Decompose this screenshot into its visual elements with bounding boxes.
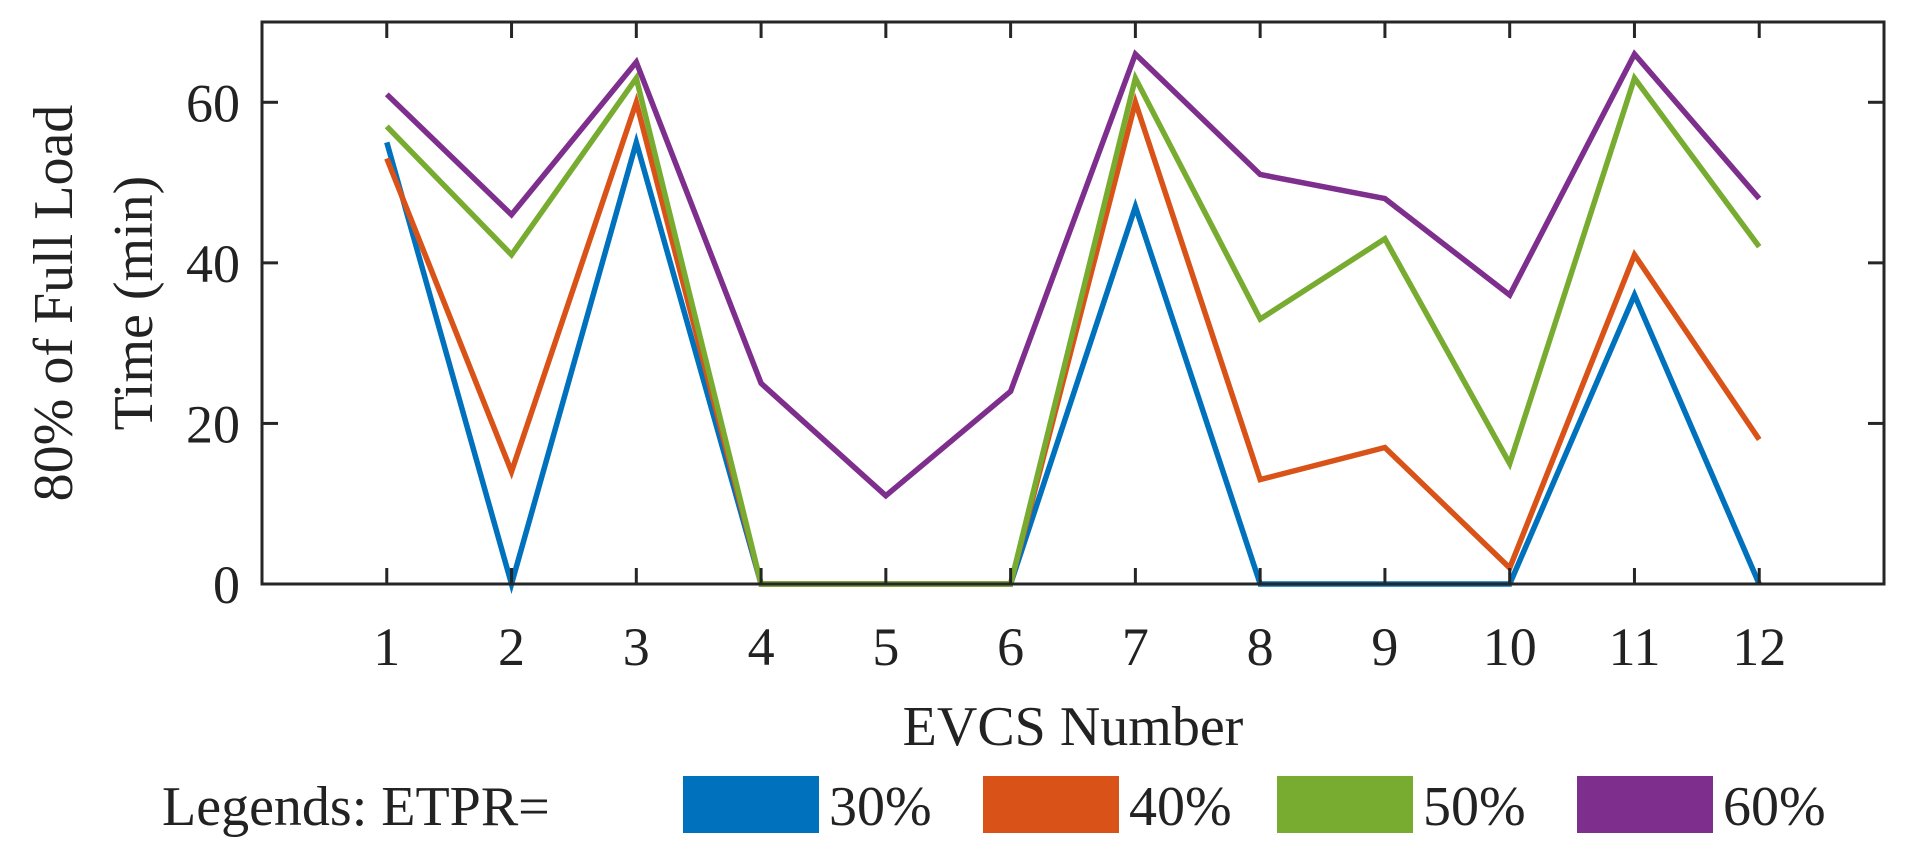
x-tick-label: 12 (1732, 617, 1786, 677)
series-line-50pct (384, 70, 1762, 587)
legend: Legends: ETPR= 30% 40% 50% 60% (162, 776, 1826, 838)
legend-swatch-50pct (1277, 776, 1413, 833)
x-tick-label: 1 (373, 617, 400, 677)
legend-label: 60% (1723, 776, 1826, 838)
legend-label: 30% (829, 776, 932, 838)
legend-prefix: Legends: ETPR= (162, 776, 550, 838)
x-tick-label: 2 (498, 617, 525, 677)
y-tick-label: 40 (186, 234, 240, 294)
y-tick-label: 60 (186, 73, 240, 133)
x-axis-title: EVCS Number (903, 696, 1244, 758)
x-tick-label: 10 (1483, 617, 1537, 677)
series-line-30pct (384, 132, 1762, 595)
x-tick-label: 6 (997, 617, 1024, 677)
y-tick-label: 0 (213, 555, 240, 615)
x-tick-label: 9 (1371, 617, 1398, 677)
x-tick-label: 3 (623, 617, 650, 677)
y-axis-title-line-2: Time (min) (103, 176, 165, 431)
legend-swatch-30pct (683, 776, 819, 833)
legend-label: 50% (1423, 776, 1526, 838)
series-line-40pct (384, 92, 1762, 587)
x-tick-label: 11 (1608, 617, 1660, 677)
plot-frame (260, 20, 1886, 586)
y-tick-label: 20 (186, 394, 240, 454)
x-tick-label: 5 (872, 617, 899, 677)
x-tick-label: 4 (748, 617, 775, 677)
series-layer (384, 49, 1762, 595)
legend-swatch-60pct (1577, 776, 1713, 833)
x-tick-label: 8 (1247, 617, 1274, 677)
y-axis-title-line-1: 80% of Full Load (23, 105, 85, 502)
x-tick-label: 7 (1122, 617, 1149, 677)
legend-label: 40% (1129, 776, 1232, 838)
series-line-60pct (384, 49, 1762, 500)
legend-swatch-40pct (983, 776, 1119, 833)
y-axis-title: 80% of Full Load Time (min) (23, 105, 165, 502)
